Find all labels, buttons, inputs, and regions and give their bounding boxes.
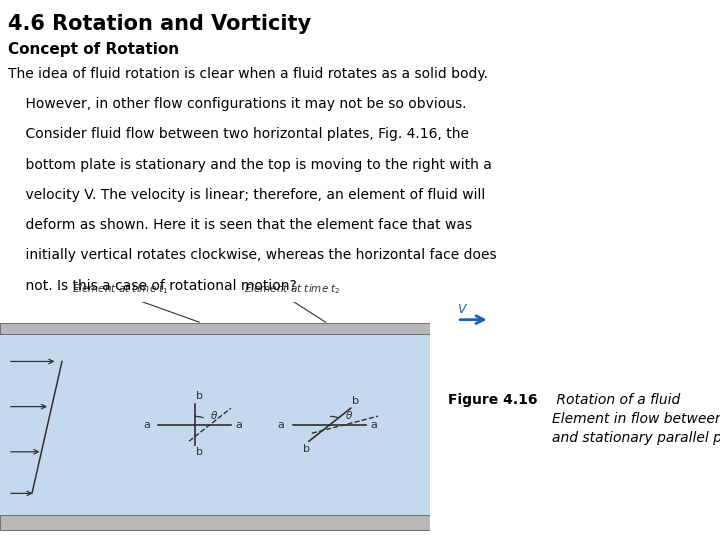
Text: velocity V. The velocity is linear; therefore, an element of fluid will: velocity V. The velocity is linear; ther… xyxy=(8,188,485,202)
Text: not. Is this a case of rotational motion?: not. Is this a case of rotational motion… xyxy=(8,279,297,293)
Bar xyxy=(0,334,430,515)
Bar xyxy=(0,323,430,334)
Text: b: b xyxy=(303,444,310,454)
Text: Concept of Rotation: Concept of Rotation xyxy=(8,42,179,57)
Text: a: a xyxy=(278,420,284,430)
Text: 4.6 Rotation and Vorticity: 4.6 Rotation and Vorticity xyxy=(8,14,311,33)
Text: However, in other flow configurations it may not be so obvious.: However, in other flow configurations it… xyxy=(8,97,467,111)
Bar xyxy=(0,515,430,530)
Text: a: a xyxy=(143,420,150,430)
Text: The idea of fluid rotation is clear when a fluid rotates as a solid body.: The idea of fluid rotation is clear when… xyxy=(8,67,488,81)
Text: initially vertical rotates clockwise, whereas the horizontal face does: initially vertical rotates clockwise, wh… xyxy=(8,248,497,262)
Text: Figure 4.16: Figure 4.16 xyxy=(448,393,537,407)
Text: $\theta$: $\theta$ xyxy=(345,409,353,421)
Text: deform as shown. Here it is seen that the element face that was: deform as shown. Here it is seen that th… xyxy=(8,218,472,232)
Text: $\theta$: $\theta$ xyxy=(210,409,218,421)
Text: b: b xyxy=(351,396,359,406)
Text: V: V xyxy=(457,303,466,316)
Text: bottom plate is stationary and the top is moving to the right with a: bottom plate is stationary and the top i… xyxy=(8,158,492,172)
Text: b: b xyxy=(196,391,203,401)
Text: Element at time $t_2$: Element at time $t_2$ xyxy=(245,282,341,296)
Text: Element at time $t_1$: Element at time $t_1$ xyxy=(71,282,168,296)
Text: Consider fluid flow between two horizontal plates, Fig. 4.16, the: Consider fluid flow between two horizont… xyxy=(8,127,469,141)
Text: a: a xyxy=(371,420,377,430)
Text: a: a xyxy=(235,420,243,430)
Text: b: b xyxy=(196,447,203,457)
Text: Rotation of a fluid
Element in flow between a moving
and stationary parallel pla: Rotation of a fluid Element in flow betw… xyxy=(552,393,720,445)
